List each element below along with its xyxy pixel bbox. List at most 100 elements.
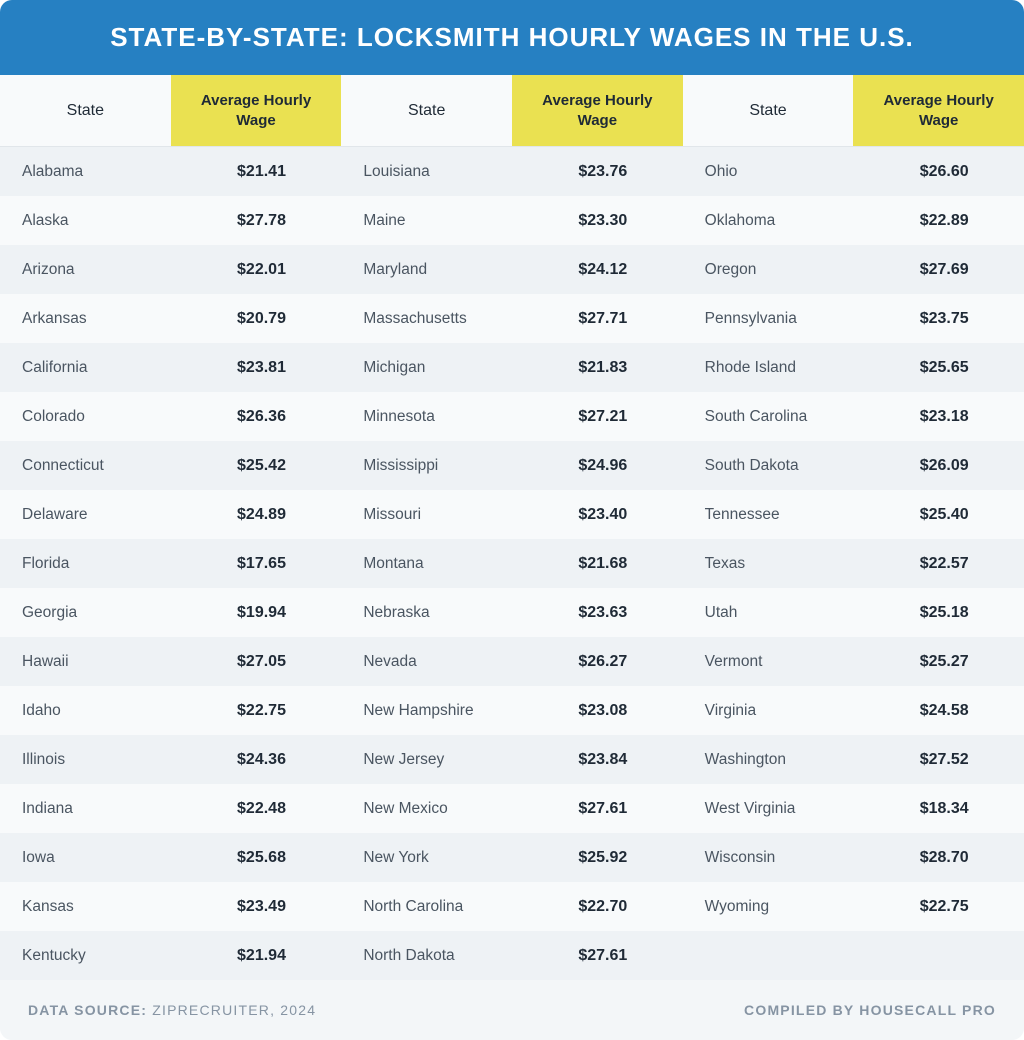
state-cell: Wisconsin [683,849,865,867]
wage-cell: $21.94 [182,947,342,965]
wage-cell: $22.75 [864,898,1024,916]
wage-cell: $22.57 [864,555,1024,573]
wage-cell: $25.27 [864,653,1024,671]
table-column: StateAverage Hourly WageLouisiana$23.76M… [341,75,682,980]
table-row: Nebraska$23.63 [341,588,682,637]
state-cell: North Dakota [341,947,523,965]
wage-cell: $17.65 [182,555,342,573]
state-cell: Louisiana [341,163,523,181]
state-cell: Tennessee [683,506,865,524]
table-row: Massachusetts$27.71 [341,294,682,343]
table-row: Colorado$26.36 [0,392,341,441]
table-row: New Mexico$27.61 [341,784,682,833]
state-cell: Washington [683,751,865,769]
data-source: DATA SOURCE: ZIPRECRUITER, 2024 [28,1002,316,1018]
wage-cell: $23.18 [864,408,1024,426]
table-row: Tennessee$25.40 [683,490,1024,539]
wage-cell: $25.40 [864,506,1024,524]
wage-cell: $18.34 [864,800,1024,818]
wage-cell: $25.65 [864,359,1024,377]
wage-cell: $23.76 [523,163,683,181]
state-cell: Mississippi [341,457,523,475]
table-row: Vermont$25.27 [683,637,1024,686]
wage-cell: $24.89 [182,506,342,524]
table-row: Indiana$22.48 [0,784,341,833]
table-row: Montana$21.68 [341,539,682,588]
state-cell: Nevada [341,653,523,671]
wage-cell: $27.69 [864,261,1024,279]
wage-cell: $22.70 [523,898,683,916]
footer: DATA SOURCE: ZIPRECRUITER, 2024 COMPILED… [0,980,1024,1040]
wage-cell: $25.68 [182,849,342,867]
table-row: Mississippi$24.96 [341,441,682,490]
table-row: Michigan$21.83 [341,343,682,392]
table-row: South Dakota$26.09 [683,441,1024,490]
wage-cell: $26.36 [182,408,342,426]
table-body: Louisiana$23.76Maine$23.30Maryland$24.12… [341,147,682,980]
table-row: Connecticut$25.42 [0,441,341,490]
wage-cell: $26.60 [864,163,1024,181]
state-cell: Georgia [0,604,182,622]
wage-cell: $23.84 [523,751,683,769]
state-cell: West Virginia [683,800,865,818]
table-row: Georgia$19.94 [0,588,341,637]
wage-cell: $24.96 [523,457,683,475]
wage-cell: $24.36 [182,751,342,769]
table-row: Nevada$26.27 [341,637,682,686]
wage-cell: $27.52 [864,751,1024,769]
table-row: Virginia$24.58 [683,686,1024,735]
wage-cell: $27.61 [523,947,683,965]
wage-cell: $20.79 [182,310,342,328]
state-cell: Missouri [341,506,523,524]
table-row: Maryland$24.12 [341,245,682,294]
table-header: StateAverage Hourly Wage [341,75,682,147]
state-cell: Utah [683,604,865,622]
wage-cell: $23.81 [182,359,342,377]
wage-cell: $24.58 [864,702,1024,720]
wage-cell: $21.68 [523,555,683,573]
table-row: North Dakota$27.61 [341,931,682,980]
state-cell: New Jersey [341,751,523,769]
table-column: StateAverage Hourly WageAlabama$21.41Ala… [0,75,341,980]
wage-cell: $22.75 [182,702,342,720]
wage-cell: $28.70 [864,849,1024,867]
state-cell: Wyoming [683,898,865,916]
state-cell: Colorado [0,408,182,426]
table-row: Florida$17.65 [0,539,341,588]
wage-cell: $23.08 [523,702,683,720]
compiled-by: COMPILED BY HOUSECALL PRO [744,1002,996,1018]
table-row: Texas$22.57 [683,539,1024,588]
state-cell: Maine [341,212,523,230]
table-row: Minnesota$27.21 [341,392,682,441]
state-cell: Vermont [683,653,865,671]
column-header-wage: Average Hourly Wage [853,75,1024,146]
state-cell: Arkansas [0,310,182,328]
wage-cell: $25.92 [523,849,683,867]
state-cell: Iowa [0,849,182,867]
table-row: New York$25.92 [341,833,682,882]
table-row: Wisconsin$28.70 [683,833,1024,882]
state-cell: Montana [341,555,523,573]
state-cell: Massachusetts [341,310,523,328]
state-cell: South Carolina [683,408,865,426]
column-header-wage: Average Hourly Wage [512,75,683,146]
table-row [683,931,1024,980]
wage-cell: $23.75 [864,310,1024,328]
state-cell: Alaska [0,212,182,230]
table-row: Wyoming$22.75 [683,882,1024,931]
table-column: StateAverage Hourly WageOhio$26.60Oklaho… [683,75,1024,980]
wage-cell: $26.27 [523,653,683,671]
wage-cell: $21.83 [523,359,683,377]
table-row: Oregon$27.69 [683,245,1024,294]
state-cell: Kansas [0,898,182,916]
wage-cell: $23.63 [523,604,683,622]
state-cell: Delaware [0,506,182,524]
table-row: New Jersey$23.84 [341,735,682,784]
table-row: Arkansas$20.79 [0,294,341,343]
state-cell: Hawaii [0,653,182,671]
table-row: Ohio$26.60 [683,147,1024,196]
source-value: ZIPRECRUITER, 2024 [152,1002,316,1018]
state-cell: New Hampshire [341,702,523,720]
table-row: Louisiana$23.76 [341,147,682,196]
state-cell: California [0,359,182,377]
